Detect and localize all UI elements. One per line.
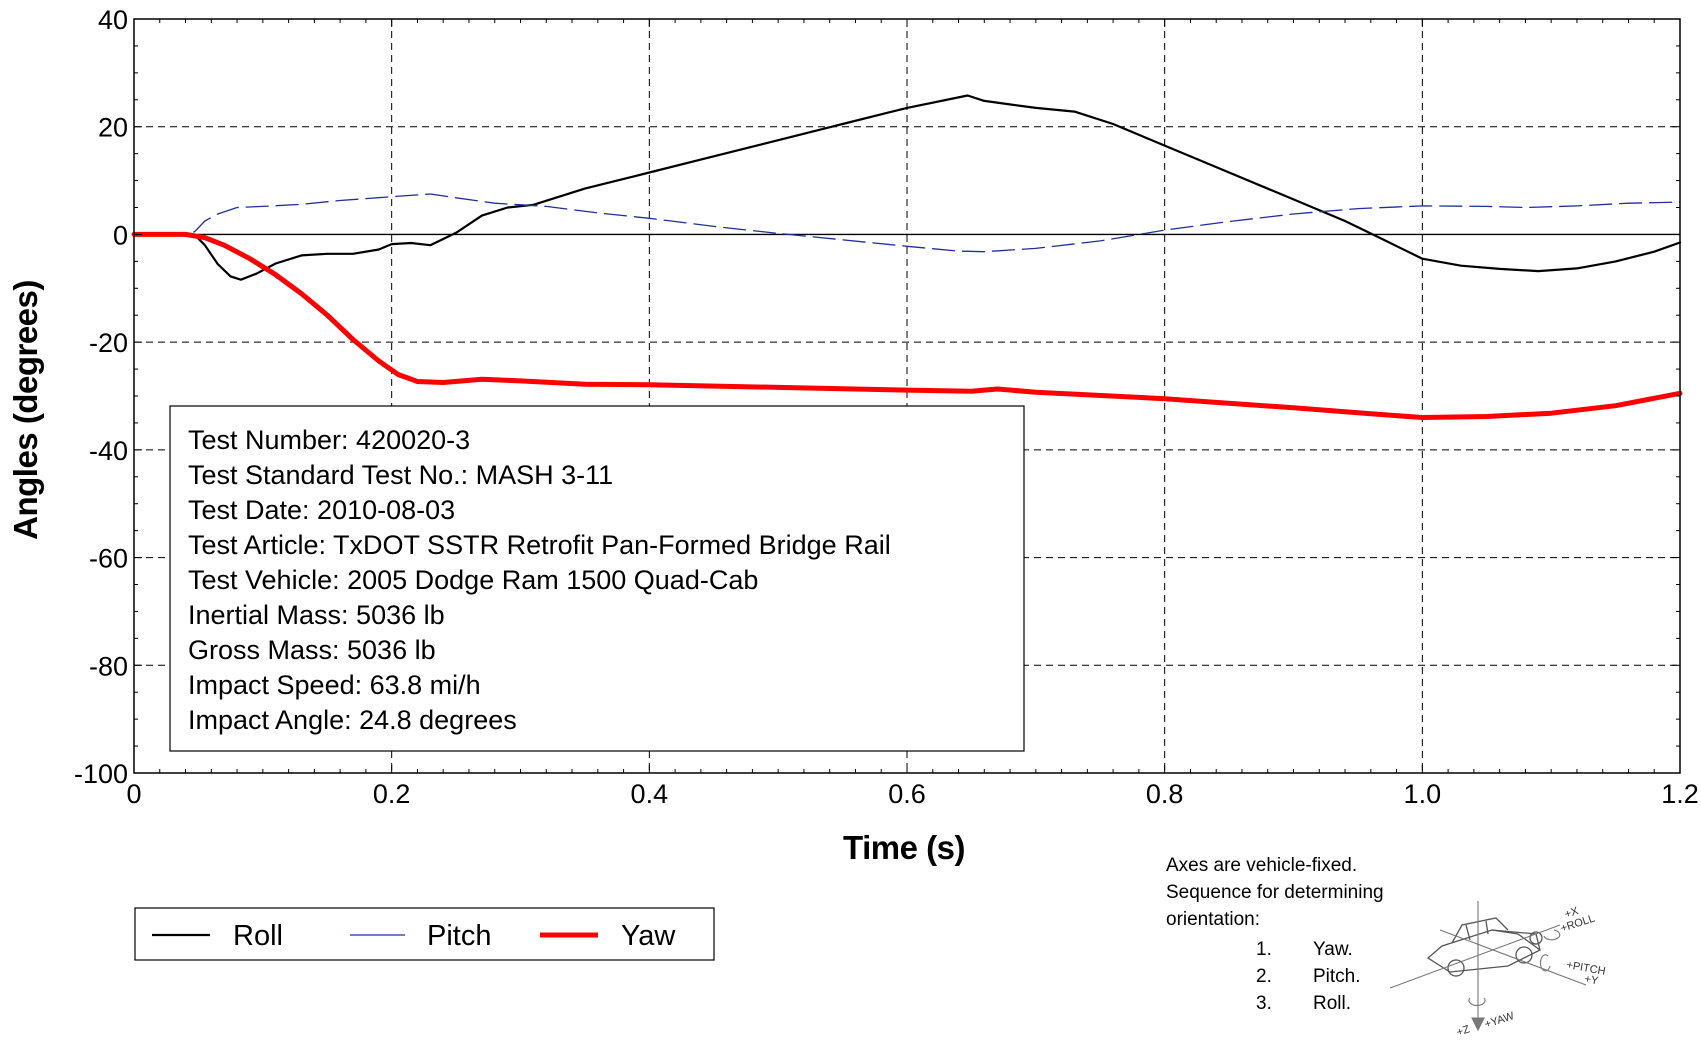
chart-series bbox=[131, 94, 1683, 420]
axis-lines bbox=[1389, 901, 1587, 1032]
legend-label-roll: Roll bbox=[233, 920, 283, 952]
test-info-line: Gross Mass: 5036 lb bbox=[188, 635, 436, 665]
y-tick-label: -60 bbox=[89, 544, 128, 574]
test-info-line: Test Vehicle: 2005 Dodge Ram 1500 Quad-C… bbox=[188, 565, 758, 595]
step-number: 3. bbox=[1256, 993, 1272, 1014]
x-axis-title: Time (s) bbox=[843, 829, 965, 866]
pickup-truck-icon bbox=[1426, 917, 1543, 977]
legend: Roll Pitch Yaw bbox=[134, 907, 715, 961]
test-info-line: Test Date: 2010-08-03 bbox=[188, 495, 455, 525]
y-tick-labels: 40 20 0 -20 -40 -60 -80 -100 bbox=[74, 5, 128, 789]
x-tick-label: 0 bbox=[126, 779, 141, 809]
orientation-note: Axes are vehicle-fixed. Sequence for det… bbox=[1166, 855, 1606, 1039]
y-tick-label: -100 bbox=[74, 759, 128, 789]
y-axis-label: +Y bbox=[1583, 973, 1599, 987]
axis-ticks bbox=[133, 18, 1681, 774]
y-axis-title: Angles (degrees) bbox=[7, 280, 44, 540]
y-tick-label: 40 bbox=[98, 5, 128, 35]
legend-frame bbox=[134, 907, 715, 961]
y-tick-label: 0 bbox=[113, 220, 128, 250]
step-number: 1. bbox=[1256, 939, 1272, 960]
y-tick-label: -40 bbox=[89, 436, 128, 466]
series-pitch-line bbox=[133, 193, 1681, 253]
step-text: Pitch. bbox=[1313, 966, 1361, 987]
series-yaw-line bbox=[131, 231, 1683, 420]
roll-axis-label: +X bbox=[1563, 905, 1580, 921]
yaw-label: +YAW bbox=[1483, 1010, 1516, 1031]
x-tick-label: 0.8 bbox=[1146, 779, 1184, 809]
test-info-line: Inertial Mass: 5036 lb bbox=[188, 600, 445, 630]
y-tick-label: 20 bbox=[98, 113, 128, 143]
test-info-box: Test Number: 420020-3 Test Standard Test … bbox=[169, 405, 1025, 752]
step-number: 2. bbox=[1256, 966, 1272, 987]
note-line: orientation: bbox=[1166, 909, 1260, 930]
x-tick-labels: 0 0.2 0.4 0.6 0.8 1.0 1.2 bbox=[126, 779, 1698, 809]
x-tick-label: 0.6 bbox=[888, 779, 926, 809]
legend-label-pitch: Pitch bbox=[427, 920, 491, 952]
test-info-frame bbox=[169, 405, 1025, 752]
test-info-line: Test Article: TxDOT SSTR Retrofit Pan-Fo… bbox=[188, 530, 891, 560]
note-line: Sequence for determining bbox=[1166, 882, 1384, 903]
x-tick-label: 1.2 bbox=[1661, 779, 1699, 809]
y-tick-label: -20 bbox=[89, 328, 128, 358]
vehicle-axes-diagram: +X +ROLL +PITCH +Y +Z +YAW bbox=[1389, 901, 1606, 1039]
x-tick-label: 1.0 bbox=[1404, 779, 1442, 809]
note-line: Axes are vehicle-fixed. bbox=[1166, 855, 1357, 876]
test-info-line: Test Standard Test No.: MASH 3-11 bbox=[188, 460, 613, 490]
step-text: Roll. bbox=[1313, 993, 1351, 1014]
test-info-line: Test Number: 420020-3 bbox=[188, 425, 470, 455]
y-tick-label: -80 bbox=[89, 651, 128, 681]
step-text: Yaw. bbox=[1313, 939, 1353, 960]
series-roll-line bbox=[132, 94, 1682, 281]
z-axis-label: +Z bbox=[1455, 1023, 1471, 1039]
test-info-line: Impact Angle: 24.8 degrees bbox=[188, 705, 517, 735]
test-info-line: Impact Speed: 63.8 mi/h bbox=[188, 670, 481, 700]
legend-label-yaw: Yaw bbox=[621, 920, 676, 952]
x-tick-label: 0.2 bbox=[373, 779, 411, 809]
x-tick-label: 0.4 bbox=[631, 779, 669, 809]
